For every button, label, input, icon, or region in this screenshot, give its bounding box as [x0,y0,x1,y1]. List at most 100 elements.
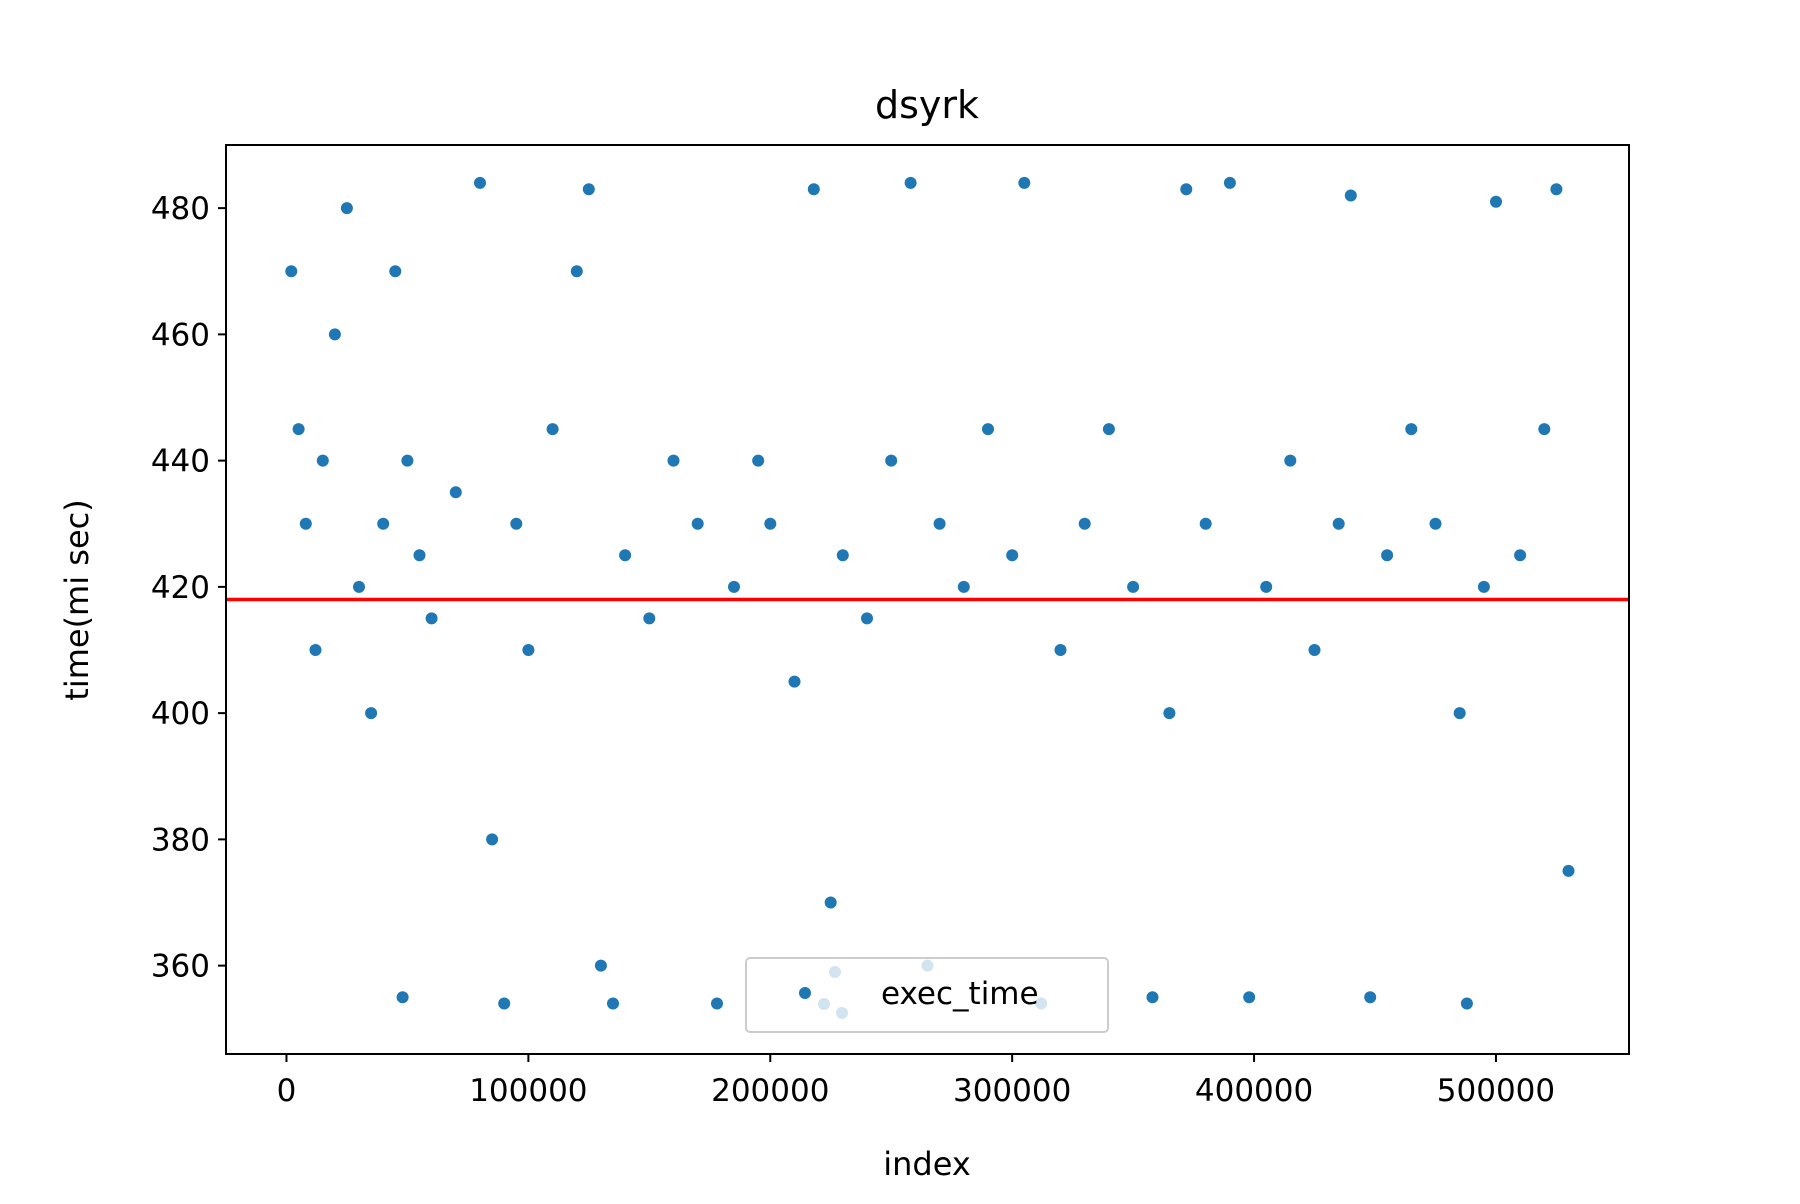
scatter-point-57 [1243,991,1256,1004]
scatter-point-69 [1477,580,1490,593]
scatter-point-2 [299,517,312,530]
y-tick-label: 420 [151,570,210,606]
y-tick-label: 360 [151,949,210,985]
scatter-point-71 [1514,549,1527,562]
scatter-point-72 [1538,423,1551,436]
x-tick-label: 500000 [1437,1073,1555,1109]
scatter-point-10 [389,265,402,278]
scatter-point-38 [861,612,873,625]
scatter-point-50 [1102,423,1115,436]
scatter-point-17 [486,833,499,846]
scatter-point-4 [316,454,329,467]
scatter-point-32 [752,454,765,467]
scatter-point-67 [1453,707,1466,720]
scatter-point-16 [474,176,486,189]
scatter-point-12 [401,454,414,467]
scatter-point-21 [546,423,559,436]
scatter-point-64 [1381,549,1394,562]
y-tick-label: 400 [151,696,210,732]
points-layer [285,176,1575,1010]
scatter-point-66 [1429,517,1442,530]
scatter-point-58 [1260,580,1273,593]
scatter-point-31 [728,580,740,593]
legend-label-exec-time: exec_time [881,976,1039,1012]
scatter-point-43 [957,580,970,593]
scatter-point-6 [340,202,353,215]
scatter-point-30 [711,997,723,1010]
scatter-point-27 [643,612,656,625]
scatter-point-24 [594,959,607,972]
scatter-point-5 [328,328,341,341]
scatter-point-45 [1006,549,1019,562]
scatter-point-46 [1018,176,1031,189]
scatter-point-56 [1223,176,1236,189]
x-tick-label: 0 [277,1073,297,1109]
chart-title: dsyrk [875,83,979,127]
scatter-point-54 [1180,183,1193,196]
scatter-point-62 [1344,189,1357,202]
scatter-point-7 [353,580,365,593]
scatter-point-44 [982,423,994,436]
y-tick-label: 480 [151,191,210,227]
legend-box [745,957,1109,1033]
scatter-point-48 [1054,644,1067,656]
scatter-point-60 [1308,644,1321,656]
y-tick-label: 440 [151,444,210,480]
scatter-point-73 [1550,183,1563,196]
scatter-point-0 [285,265,298,278]
legend: exec_time [745,957,1109,1033]
scatter-point-26 [619,549,632,562]
scatter-point-19 [510,517,523,530]
scatter-point-53 [1163,707,1176,720]
scatter-point-15 [449,486,462,499]
scatter-point-18 [498,997,511,1010]
scatter-point-14 [425,612,438,625]
scatter-point-74 [1562,864,1575,877]
scatter-point-35 [807,183,820,196]
x-tick-label: 300000 [953,1073,1071,1109]
scatter-point-29 [691,517,704,530]
y-axis-label: time(mi sec) [58,499,96,700]
legend-marker [829,966,841,978]
scatter-point-37 [836,549,849,562]
scatter-point-65 [1405,423,1418,436]
y-tick-label: 380 [151,822,210,858]
scatter-point-33 [764,517,777,530]
scatter-point-59 [1284,454,1297,467]
scatter-point-23 [582,183,595,196]
scatter-point-34 [788,675,801,688]
scatter-point-52 [1146,991,1159,1004]
x-tick-label: 400000 [1195,1073,1313,1109]
scatter-point-36 [824,896,837,909]
scatter-point-63 [1364,991,1377,1004]
scatter-point-49 [1078,517,1091,530]
scatter-point-3 [309,644,322,656]
scatter-point-1 [292,423,305,436]
scatter-point-68 [1460,997,1473,1010]
scatter-point-55 [1199,517,1212,530]
scatter-point-11 [396,991,409,1004]
scatter-point-39 [885,454,898,467]
y-axis: 360 380 400 420 440 460 480 [151,191,226,985]
scatter-point-9 [377,517,390,530]
scatter-point-8 [365,707,378,720]
scatter-point-61 [1332,517,1345,530]
scatter-point-25 [607,997,619,1010]
scatter-point-13 [413,549,426,562]
scatter-point-22 [570,265,583,278]
x-axis-label: index [883,1145,971,1183]
x-tick-label: 100000 [469,1073,587,1109]
legend-marker [799,987,811,999]
x-axis: 0 100000 200000 300000 400000 500000 [277,1054,1555,1109]
legend-marker [818,998,830,1010]
legend-marker [836,1007,848,1019]
plot-area-frame [225,144,1630,1055]
scatter-point-28 [667,454,680,467]
x-tick-label: 200000 [711,1073,829,1109]
scatter-point-40 [904,176,917,189]
y-tick-label: 460 [151,317,210,353]
scatter-point-51 [1127,580,1140,593]
scatter-point-20 [522,644,535,656]
